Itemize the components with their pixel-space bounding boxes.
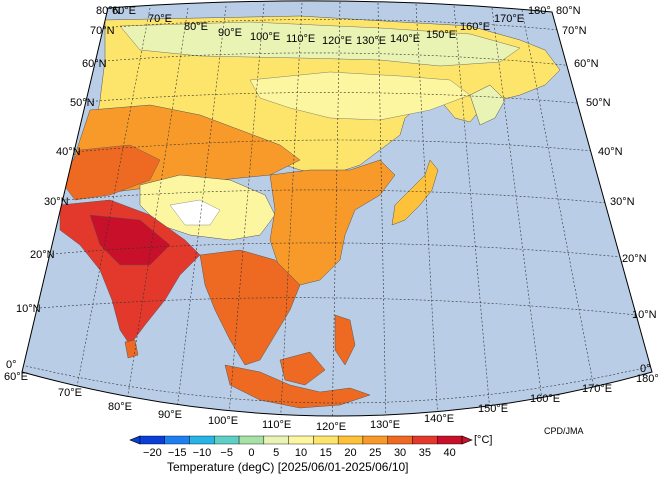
lat-labels-left: 80°N 70°N 60°N 50°N 40°N 30°N 20°N 10°N …	[6, 5, 121, 371]
lat-label: 60°N	[574, 58, 599, 70]
lon-label: 160°E	[530, 393, 560, 405]
lon-label: 120°E	[316, 421, 346, 433]
colorbar-tick-label: 20	[344, 447, 356, 459]
land-india	[59, 199, 201, 346]
lon-label: 150°E	[426, 29, 456, 41]
lon-label: 70°E	[58, 387, 82, 399]
lon-label: 90°E	[218, 27, 242, 39]
colorbar-segment	[337, 435, 364, 445]
lon-label: 140°E	[390, 33, 420, 45]
lat-label: 50°N	[70, 97, 95, 109]
lat-label: 10°N	[632, 309, 657, 321]
lat-label: 70°N	[562, 25, 587, 37]
credit-label: CPD/JMA	[544, 426, 584, 436]
colorbar-arrow-right	[461, 435, 473, 445]
colorbar-tick-label: 0	[248, 447, 254, 459]
lon-label: 180°	[636, 373, 659, 385]
colorbar-unit: [°C]	[474, 434, 492, 446]
colorbar-segment	[189, 435, 215, 445]
lat-label: 20°N	[622, 253, 647, 265]
lat-label: 50°N	[586, 97, 611, 109]
land-india-hot	[89, 214, 171, 266]
colorbar-tick-label: −20	[143, 447, 162, 459]
lat-label: 30°N	[44, 196, 69, 208]
colorbar-tick-label: −5	[220, 447, 233, 459]
colorbar-segment	[288, 435, 314, 445]
lat-label: 60°N	[82, 58, 107, 70]
lon-label: 80°E	[108, 401, 132, 413]
colorbar-tick-label: 15	[320, 447, 332, 459]
colorbar-segment	[362, 435, 388, 445]
colorbar-segment	[313, 435, 339, 445]
lat-label: 10°N	[16, 303, 41, 315]
colorbar: −20 −15 −10 −5 0 5 10 15 20 25 30 35 40	[129, 435, 473, 459]
lon-labels-bottom: 60°E 70°E 80°E 90°E 100°E 110°E 120°E 13…	[4, 371, 659, 433]
colorbar-tick-label: 25	[369, 447, 381, 459]
land-east-china	[269, 159, 396, 286]
land-indonesia	[224, 364, 371, 409]
land-japan	[391, 159, 439, 226]
lat-label: 30°N	[610, 196, 635, 208]
lon-label: 180°	[528, 5, 551, 17]
graticule	[22, 1, 652, 417]
land-north-pale	[249, 71, 471, 121]
land-philippines	[334, 314, 356, 366]
colorbar-segment	[387, 435, 413, 445]
lon-label: 100°E	[208, 415, 238, 427]
lon-label: 120°E	[322, 35, 352, 47]
colorbar-segment	[437, 435, 463, 445]
lon-label: 110°E	[286, 33, 315, 45]
lon-label: 130°E	[370, 419, 400, 431]
colorbar-segment	[164, 435, 190, 445]
lon-label: 60°E	[112, 5, 136, 17]
lat-label: 80°N	[556, 5, 581, 17]
lon-label: 160°E	[460, 21, 490, 33]
colorbar-tick-label: 30	[394, 447, 406, 459]
lon-label: 100°E	[250, 31, 280, 43]
map-frame	[21, 0, 653, 417]
lon-labels-top: 60°E 70°E 80°E 90°E 100°E 110°E 120°E 13…	[112, 5, 551, 47]
lat-label: 70°N	[90, 25, 115, 37]
land-kamchatka	[469, 84, 506, 126]
colorbar-arrow-left	[129, 435, 141, 445]
lon-label: 140°E	[424, 413, 454, 425]
colorbar-title: Temperature (degC) [2025/06/01-2025/06/1…	[167, 460, 409, 474]
colorbar-segment	[238, 435, 265, 445]
lon-label: 170°E	[494, 13, 524, 25]
lat-label: 20°N	[30, 249, 55, 261]
lon-label: 70°E	[148, 13, 172, 25]
colorbar-segment	[263, 435, 289, 445]
lat-label: 80°N	[96, 5, 121, 17]
colorbar-tick-label: −10	[193, 447, 212, 459]
lat-label: 0°	[6, 359, 17, 371]
colorbar-tick-label: 35	[419, 447, 431, 459]
lon-label: 110°E	[262, 419, 291, 431]
colorbar-tick-label: 40	[443, 447, 455, 459]
colorbar-segment	[214, 435, 240, 445]
lon-label: 170°E	[582, 383, 612, 395]
lat-label: 40°N	[56, 146, 81, 158]
lat-labels-right: 80°N 70°N 60°N 50°N 40°N 30°N 20°N 10°N …	[556, 5, 657, 375]
colorbar-segment	[139, 435, 165, 445]
land-tibet-core	[169, 199, 221, 226]
colorbar-segment	[412, 435, 438, 445]
lon-label: 60°E	[4, 371, 28, 383]
colorbar-tick-label: 5	[273, 447, 279, 459]
colorbar-tick-label: −15	[168, 447, 187, 459]
land-borneo	[279, 351, 326, 386]
lon-label: 90°E	[158, 409, 182, 421]
lat-label: 0°	[640, 363, 651, 375]
lon-label: 130°E	[356, 35, 386, 47]
lon-label: 150°E	[478, 403, 508, 415]
lon-label: 80°E	[184, 21, 208, 33]
land-se-asia	[199, 249, 301, 366]
lat-label: 40°N	[598, 146, 623, 158]
colorbar-tick-label: 10	[295, 447, 307, 459]
